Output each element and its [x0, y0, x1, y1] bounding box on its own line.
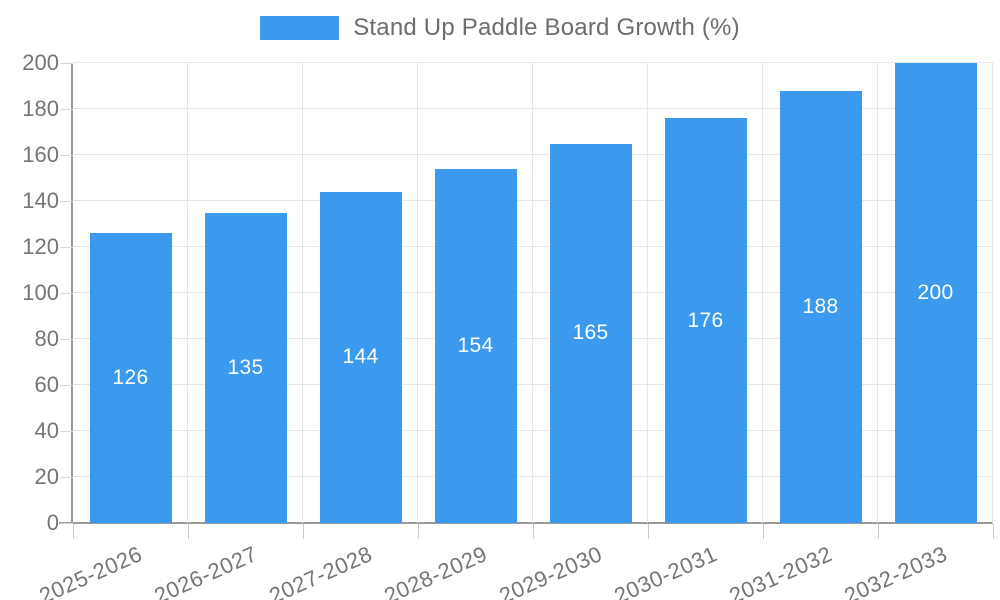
bar-value-label: 176 — [687, 308, 724, 332]
h-gridline — [73, 292, 993, 293]
h-gridline — [73, 62, 993, 64]
y-tick — [60, 201, 73, 202]
bar[interactable]: 188 — [779, 90, 862, 523]
h-gridline — [73, 430, 993, 431]
bar-value-label: 154 — [457, 333, 494, 357]
bar-value-label: 135 — [227, 355, 264, 379]
x-tick — [993, 524, 994, 539]
y-tick — [60, 247, 73, 248]
y-tick-label: 180 — [22, 96, 59, 121]
y-tick — [60, 385, 73, 386]
v-gridline — [302, 63, 303, 523]
h-gridline — [73, 384, 993, 385]
x-tick-label: 2030-2031 — [610, 541, 721, 600]
y-tick-label: 20 — [34, 464, 59, 489]
y-tick-label: 40 — [34, 418, 59, 443]
x-tick-label: 2028-2029 — [380, 541, 491, 600]
plot-area: 126 135 144 154 165 176 188 200 — [73, 62, 993, 523]
bar[interactable]: 135 — [204, 212, 287, 523]
y-tick — [60, 431, 73, 432]
bar[interactable]: 165 — [549, 143, 632, 523]
x-tick — [188, 524, 189, 539]
x-tick-label: 2026-2027 — [150, 541, 261, 600]
v-gridline — [992, 63, 993, 523]
legend-swatch-icon — [260, 16, 340, 40]
bar-value-label: 200 — [917, 281, 954, 304]
y-tick — [60, 477, 73, 478]
x-tick-label: 2032-2033 — [840, 541, 951, 600]
x-tick-label: 2027-2028 — [265, 541, 376, 600]
legend[interactable]: Stand Up Paddle Board Growth (%) — [0, 14, 1000, 42]
h-gridline — [73, 476, 993, 477]
y-tick — [60, 63, 73, 64]
x-tick-label: 2025-2026 — [35, 541, 146, 600]
x-tick — [533, 524, 534, 539]
bar-value-label: 126 — [112, 366, 149, 390]
legend-label: Stand Up Paddle Board Growth (%) — [353, 14, 740, 41]
v-gridline — [762, 63, 763, 523]
y-tick — [60, 155, 73, 156]
v-gridline — [417, 63, 418, 523]
x-tick-label: 2029-2030 — [495, 541, 606, 600]
y-tick-label: 120 — [22, 234, 59, 259]
y-tick-label: 200 — [22, 50, 59, 75]
h-gridline — [73, 154, 993, 155]
bar[interactable]: 154 — [434, 168, 517, 523]
v-gridline — [532, 63, 533, 523]
x-tick-label: 2031-2032 — [725, 541, 836, 600]
bar[interactable]: 144 — [319, 191, 402, 523]
y-tick-label: 0 — [46, 510, 59, 535]
h-gridline — [73, 246, 993, 247]
h-gridline — [73, 108, 993, 109]
bar-value-label: 144 — [342, 345, 379, 369]
x-tick — [763, 524, 764, 539]
y-tick — [60, 523, 73, 524]
y-tick-label: 60 — [34, 372, 59, 397]
bar-value-label: 165 — [572, 321, 609, 345]
x-axis-line — [59, 522, 993, 524]
v-gridline — [187, 63, 188, 523]
x-tick — [648, 524, 649, 539]
y-tick-label: 160 — [22, 142, 59, 167]
bar[interactable]: 126 — [89, 233, 172, 523]
x-tick — [418, 524, 419, 539]
y-tick — [60, 109, 73, 110]
y-tick — [60, 339, 73, 340]
y-tick-label: 140 — [22, 188, 59, 213]
x-tick — [73, 524, 74, 539]
y-tick-label: 80 — [34, 326, 59, 351]
v-gridline — [647, 63, 648, 523]
v-gridline — [877, 63, 878, 523]
y-tick-label: 100 — [22, 280, 59, 305]
bar-value-label: 188 — [802, 294, 839, 318]
x-tick — [878, 524, 879, 539]
h-gridline — [73, 338, 993, 339]
bar[interactable]: 200 — [894, 63, 977, 523]
h-gridline — [73, 200, 993, 201]
x-tick — [303, 524, 304, 539]
bar[interactable]: 176 — [664, 118, 747, 523]
y-tick — [60, 293, 73, 294]
